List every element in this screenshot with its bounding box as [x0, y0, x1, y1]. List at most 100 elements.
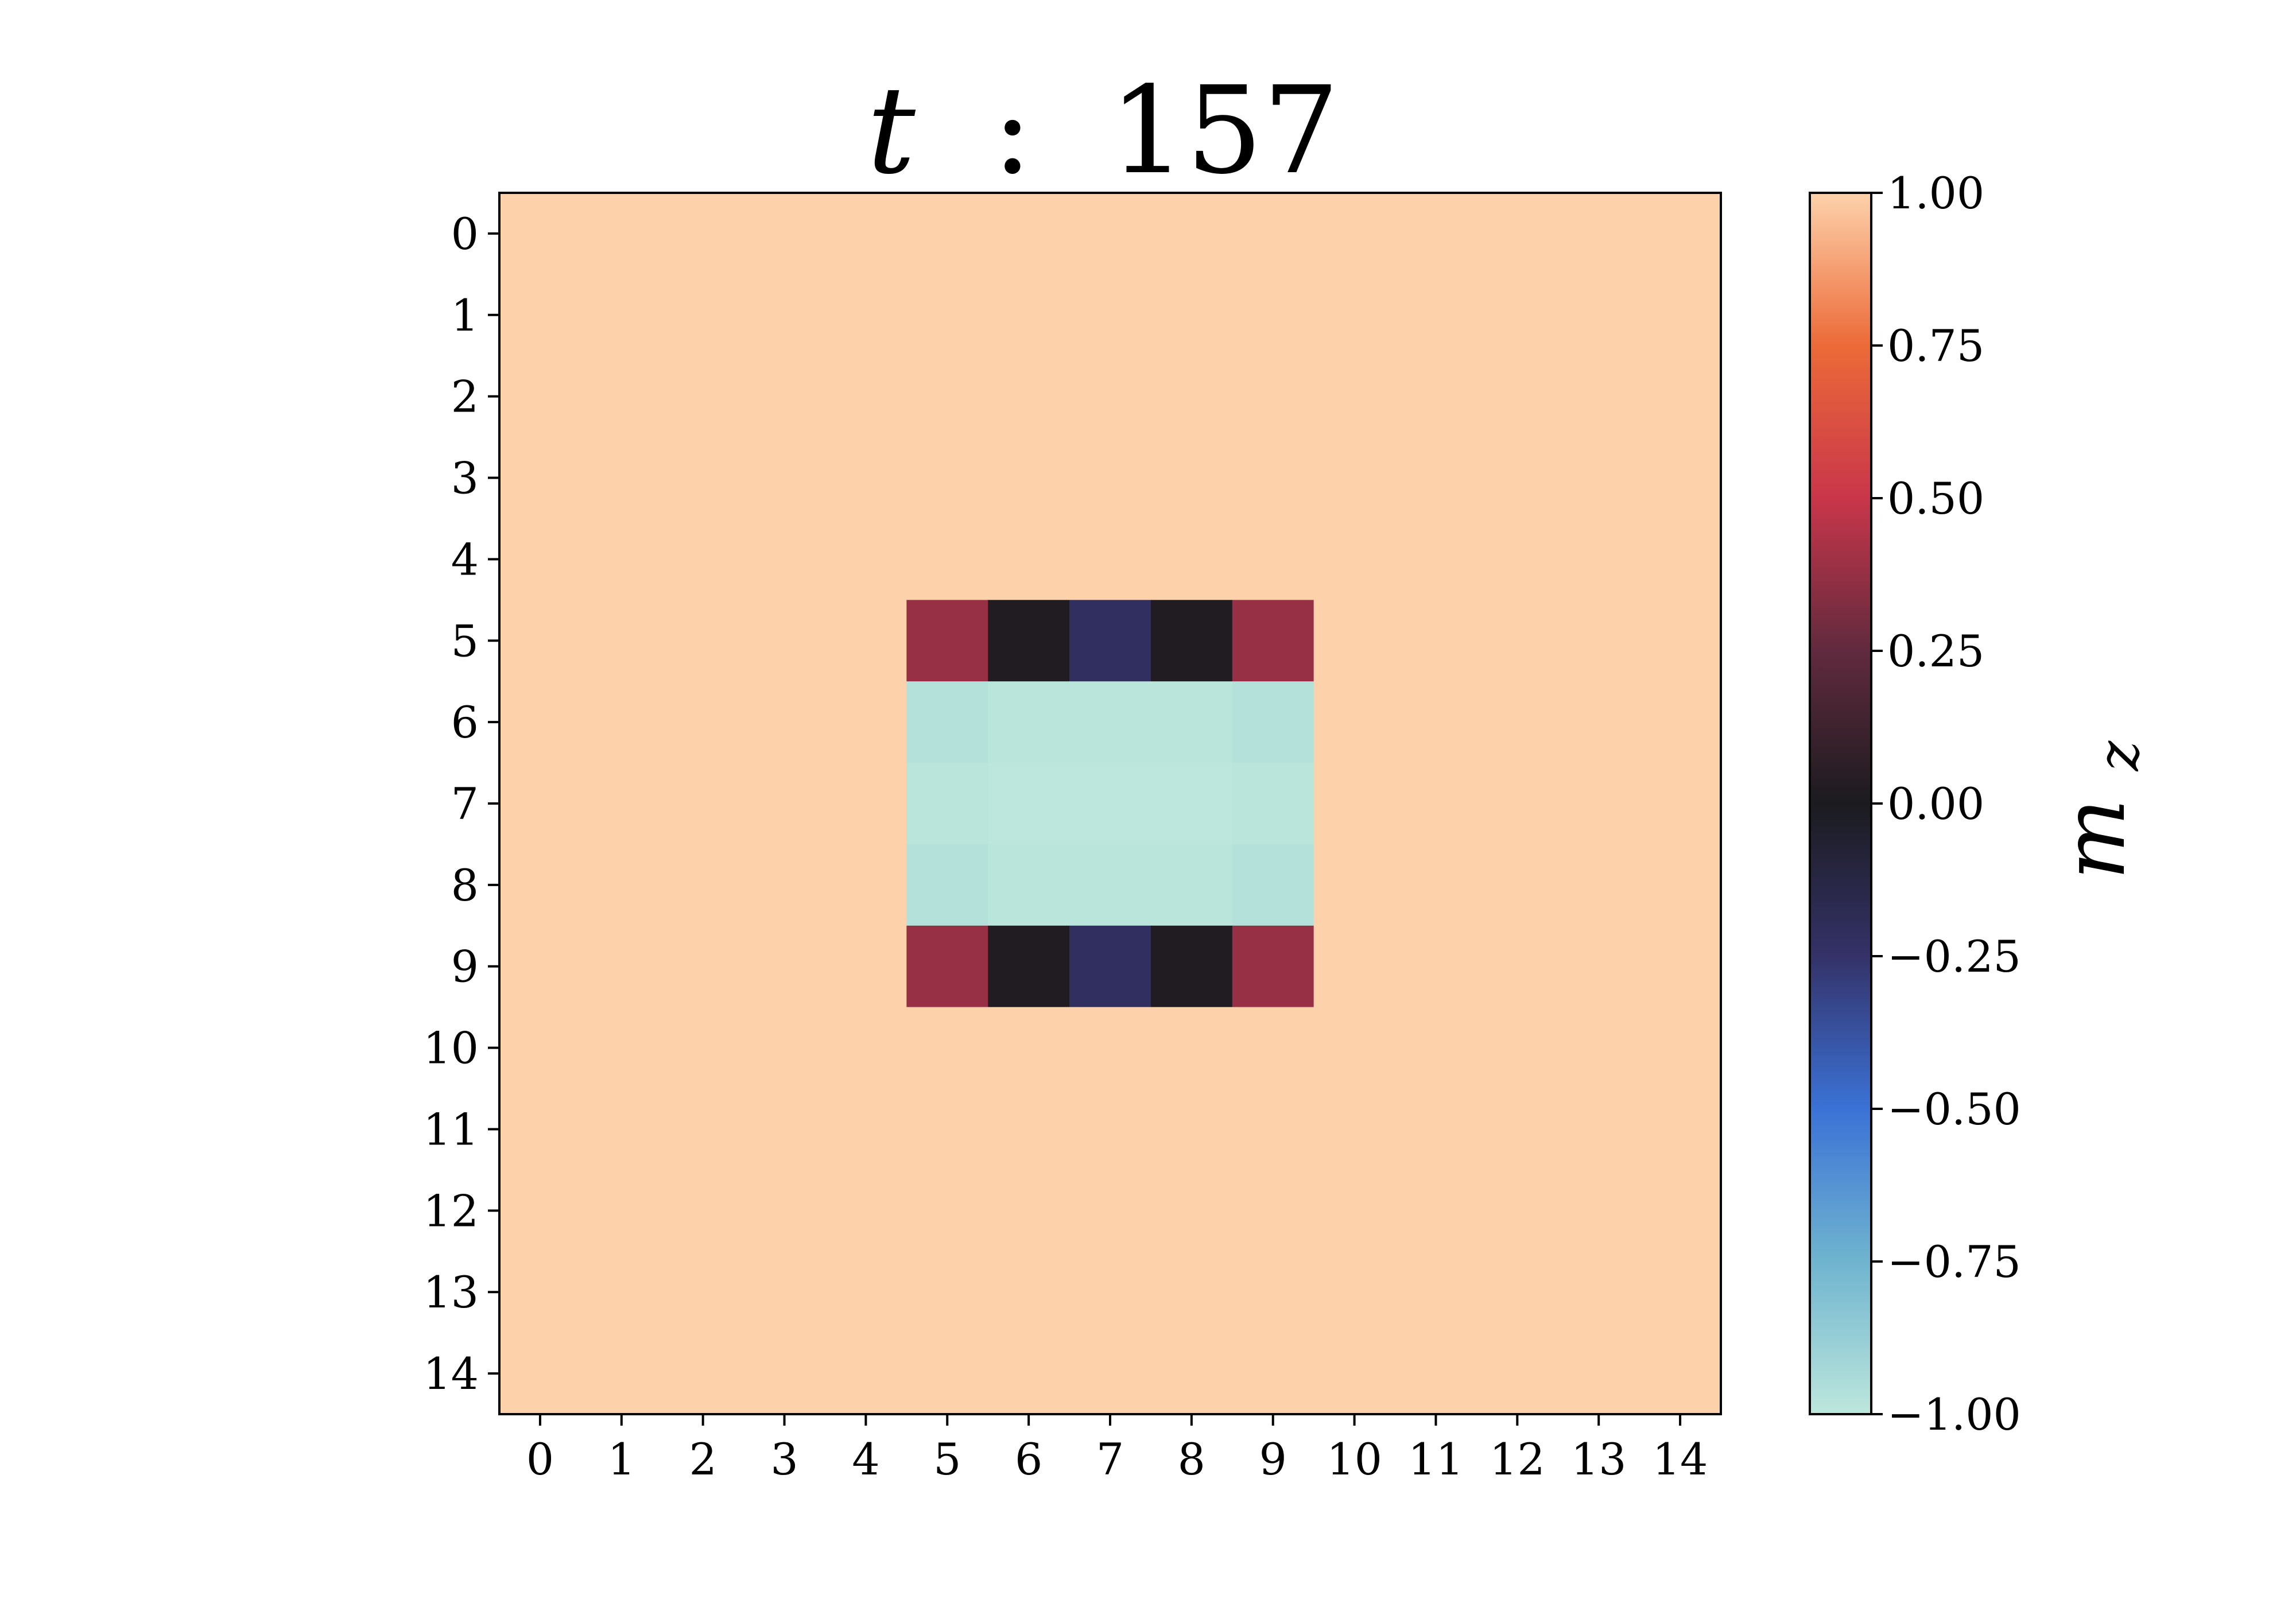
- heatmap-cell-r12-c2: [662, 1170, 744, 1252]
- heatmap-cell-r11-c2: [662, 1088, 744, 1170]
- heatmap-cell-r14-c11: [1395, 1333, 1477, 1415]
- heatmap-cell-r2-c1: [580, 355, 663, 438]
- heatmap-cell-r7-c0: [499, 763, 581, 845]
- heatmap-cell-r14-c12: [1476, 1333, 1558, 1415]
- colorbar-tick-label-8: −1.00: [1887, 1389, 2021, 1440]
- heatmap-cell-r11-c3: [743, 1088, 826, 1170]
- y-tick-label-10: 10: [423, 1023, 479, 1074]
- heatmap-cell-r3-c8: [1150, 437, 1233, 519]
- heatmap-cell-r0-c8: [1150, 193, 1233, 275]
- heatmap-cell-r6-c10: [1313, 681, 1396, 763]
- heatmap-cell-r13-c1: [580, 1251, 663, 1333]
- heatmap-cell-r0-c7: [1069, 193, 1151, 275]
- heatmap-cell-r11-c5: [906, 1088, 988, 1170]
- x-tick-label-13: 13: [1571, 1434, 1627, 1485]
- heatmap-cell-r9-c6: [988, 925, 1070, 1008]
- heatmap-cell-r3-c5: [906, 437, 988, 519]
- heatmap-cell-r2-c2: [662, 355, 744, 438]
- x-tick-label-2: 2: [689, 1434, 716, 1485]
- heatmap-cell-r6-c13: [1558, 681, 1640, 763]
- heatmap-cell-r7-c14: [1639, 763, 1721, 845]
- title-value: 157: [1110, 60, 1340, 201]
- heatmap-cell-r3-c12: [1476, 437, 1558, 519]
- heatmap-cell-r10-c6: [988, 1007, 1070, 1089]
- heatmap-cell-r11-c7: [1069, 1088, 1151, 1170]
- heatmap-cell-r7-c11: [1395, 763, 1477, 845]
- heatmap-cell-r12-c1: [580, 1170, 663, 1252]
- heatmap-cell-r14-c6: [988, 1333, 1070, 1415]
- heatmap-cell-r10-c2: [662, 1007, 744, 1089]
- heatmap-cell-r5-c12: [1476, 600, 1558, 682]
- heatmap-cell-r0-c2: [662, 193, 744, 275]
- y-tick-label-13: 13: [423, 1267, 479, 1318]
- colorbar-tick-label-3: 0.25: [1887, 626, 1984, 677]
- heatmap-cell-r7-c5: [906, 763, 988, 845]
- heatmap-cell-r11-c13: [1558, 1088, 1640, 1170]
- heatmap-cell-r0-c14: [1639, 193, 1721, 275]
- heatmap-cell-r2-c9: [1232, 355, 1314, 438]
- title-variable: t: [867, 60, 916, 201]
- heatmap-cell-r2-c3: [743, 355, 826, 438]
- heatmap-cell-r7-c10: [1313, 763, 1396, 845]
- heatmap-cell-r4-c11: [1395, 518, 1477, 600]
- heatmap-cell-r13-c8: [1150, 1251, 1233, 1333]
- heatmap-cell-r5-c14: [1639, 600, 1721, 682]
- heatmap-cell-r3-c2: [662, 437, 744, 519]
- heatmap-cell-r8-c7: [1069, 844, 1151, 926]
- y-tick-label-14: 14: [423, 1348, 479, 1399]
- colorbar-label-sub: z: [2085, 740, 2152, 771]
- heatmap-cell-r12-c10: [1313, 1170, 1396, 1252]
- heatmap-cell-r8-c11: [1395, 844, 1477, 926]
- heatmap-cell-r0-c9: [1232, 193, 1314, 275]
- heatmap-cell-r1-c0: [499, 274, 581, 356]
- heatmap-cell-r13-c10: [1313, 1251, 1396, 1333]
- heatmap-cell-r8-c8: [1150, 844, 1233, 926]
- heatmap-cell-r2-c6: [988, 355, 1070, 438]
- colorbar-tick-label-6: −0.50: [1887, 1084, 2021, 1135]
- heatmap-cell-r10-c14: [1639, 1007, 1721, 1089]
- heatmap-cell-r2-c14: [1639, 355, 1721, 438]
- heatmap-cell-r10-c12: [1476, 1007, 1558, 1089]
- x-tick-label-4: 4: [852, 1434, 879, 1485]
- heatmap-cell-r9-c1: [580, 925, 663, 1008]
- x-tick-label-5: 5: [933, 1434, 961, 1485]
- heatmap-cell-r14-c1: [580, 1333, 663, 1415]
- heatmap-cell-r12-c4: [825, 1170, 907, 1252]
- heatmap-cell-r1-c8: [1150, 274, 1233, 356]
- heatmap-cell-r14-c8: [1150, 1333, 1233, 1415]
- heatmap-cell-r10-c5: [906, 1007, 988, 1089]
- heatmap-cell-r1-c14: [1639, 274, 1721, 356]
- heatmap-cell-r5-c10: [1313, 600, 1396, 682]
- heatmap-cell-r4-c12: [1476, 518, 1558, 600]
- heatmap-cell-r0-c1: [580, 193, 663, 275]
- heatmap-cell-r10-c0: [499, 1007, 581, 1089]
- heatmap-cell-r1-c10: [1313, 274, 1396, 356]
- heatmap-cell-r1-c5: [906, 274, 988, 356]
- heatmap-cell-r14-c0: [499, 1333, 581, 1415]
- x-tick-label-1: 1: [608, 1434, 635, 1485]
- heatmap-cell-r10-c10: [1313, 1007, 1396, 1089]
- heatmap-cell-r4-c14: [1639, 518, 1721, 600]
- heatmap-cell-r12-c13: [1558, 1170, 1640, 1252]
- heatmap-cell-r9-c4: [825, 925, 907, 1008]
- heatmap-cell-r5-c4: [825, 600, 907, 682]
- heatmap-cell-r8-c4: [825, 844, 907, 926]
- x-tick-label-6: 6: [1015, 1434, 1042, 1485]
- y-tick-label-8: 8: [451, 860, 479, 911]
- heatmap-cell-r10-c7: [1069, 1007, 1151, 1089]
- heatmap-cell-r3-c3: [743, 437, 826, 519]
- y-tick-label-2: 2: [451, 371, 479, 422]
- x-tick-label-7: 7: [1096, 1434, 1124, 1485]
- heatmap-cell-r10-c4: [825, 1007, 907, 1089]
- heatmap-cell-r14-c4: [825, 1333, 907, 1415]
- heatmap-cell-r13-c3: [743, 1251, 826, 1333]
- heatmap-cell-r11-c4: [825, 1088, 907, 1170]
- heatmap-cell-r4-c8: [1150, 518, 1233, 600]
- colorbar-label: m z: [2045, 740, 2152, 880]
- heatmap-cell-r5-c8: [1150, 600, 1233, 682]
- heatmap-cell-r11-c8: [1150, 1088, 1233, 1170]
- heatmap-cell-r13-c9: [1232, 1251, 1314, 1333]
- heatmap-cell-r11-c12: [1476, 1088, 1558, 1170]
- heatmap-cell-r13-c13: [1558, 1251, 1640, 1333]
